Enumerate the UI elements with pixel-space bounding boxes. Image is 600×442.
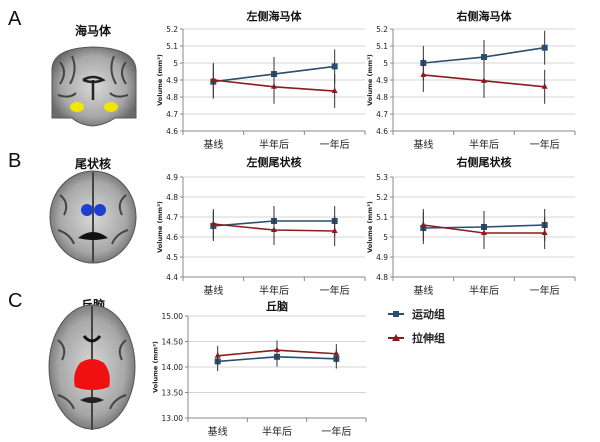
data-point-triangle <box>210 76 217 82</box>
region-label-hippocampus: 海马体 <box>74 24 111 38</box>
x-tick-label: 一年后 <box>320 284 350 297</box>
chart-title: 丘脑 <box>266 299 288 313</box>
chart-2: 右侧海马体 4.6 4.7 4.8 4.9 5 5.1 5.2 基线 半年后 一年后 Volume (… <box>366 9 576 151</box>
panel-letter-a: A <box>8 8 22 30</box>
y-tick-label: 4.8 <box>166 93 178 102</box>
panel-letter-c: C <box>8 290 23 312</box>
y-tick-label: 4.7 <box>166 213 178 222</box>
data-point-triangle <box>481 77 487 83</box>
data-point-triangle <box>271 226 277 232</box>
x-tick-label: 半年后 <box>262 425 292 438</box>
y-tick-label: 5 <box>173 59 178 68</box>
y-tick-label: 4.7 <box>166 110 178 119</box>
legend-label: 拉伸组 <box>412 332 445 345</box>
y-tick-label: 4.8 <box>166 193 178 202</box>
data-point-triangle <box>331 87 338 94</box>
legend-triangle-marker-icon <box>388 334 404 341</box>
chart-title: 右侧尾状核 <box>456 155 512 169</box>
y-axis-label: Volume (mm³) <box>366 54 374 106</box>
y-axis-label: Volume (mm³) <box>152 341 160 393</box>
data-point-triangle <box>541 229 548 235</box>
y-tick-label: 4.8 <box>376 273 388 282</box>
data-point-triangle <box>274 346 280 353</box>
y-tick-label: 4.7 <box>376 110 388 119</box>
legend-square-marker-icon <box>388 311 404 317</box>
y-tick-label: 5 <box>383 233 388 242</box>
y-tick-label: 14.00 <box>162 363 184 372</box>
y-tick-label: 4.9 <box>166 76 178 85</box>
chart-title: 左侧海马体 <box>246 9 303 23</box>
y-tick-label: 4.9 <box>166 173 178 182</box>
y-tick-label: 4.8 <box>376 93 388 102</box>
data-point-triangle <box>541 83 548 89</box>
y-tick-label: 4.6 <box>166 233 178 242</box>
data-point-triangle <box>271 83 277 89</box>
chart-4: 右侧尾状核 4.8 4.9 5 5.1 5.2 5.3 基线 半年后 一年后 Volume (mm³… <box>366 155 576 297</box>
y-tick-label: 4.9 <box>376 76 388 85</box>
y-tick-label: 5.1 <box>166 42 178 51</box>
y-tick-label: 5.3 <box>376 173 388 182</box>
data-point-square <box>331 63 338 70</box>
data-point-triangle <box>214 352 221 358</box>
y-tick-label: 4.9 <box>376 253 388 262</box>
x-tick-label: 一年后 <box>530 284 560 297</box>
x-tick-label: 基线 <box>413 138 433 151</box>
data-point-square <box>541 44 548 51</box>
y-axis-label: Volume (mm³) <box>366 201 374 253</box>
x-tick-label: 一年后 <box>530 138 560 151</box>
y-tick-label: 5.2 <box>376 25 388 34</box>
chart-title: 左侧尾状核 <box>246 155 302 169</box>
y-tick-label: 13.50 <box>162 389 184 398</box>
chart-3: 左侧尾状核 4.4 4.5 4.6 4.7 4.8 4.9 基线 半年后 一年后 Volume (m… <box>156 155 366 297</box>
data-point-triangle <box>210 220 217 226</box>
brain-axial-caudate-image <box>49 170 137 264</box>
y-tick-label: 5.1 <box>376 213 388 222</box>
brain-axial-thalamus-image <box>48 304 136 430</box>
y-tick-label: 5.1 <box>376 42 388 51</box>
x-tick-label: 半年后 <box>259 284 289 297</box>
data-point-triangle <box>333 350 340 356</box>
x-tick-label: 基线 <box>203 284 223 297</box>
panel-letter-b: B <box>8 150 22 172</box>
x-tick-label: 基线 <box>203 138 223 151</box>
legend-item-stretching: 拉伸组 <box>388 330 445 346</box>
x-tick-label: 一年后 <box>321 425 351 438</box>
region-label-caudate: 尾状核 <box>74 157 111 171</box>
x-tick-label: 基线 <box>413 284 433 297</box>
brain-coronal-image <box>51 46 137 127</box>
data-point-triangle <box>481 229 487 235</box>
x-tick-label: 基线 <box>208 425 228 438</box>
data-point-triangle <box>420 221 427 227</box>
y-tick-label: 4.4 <box>166 273 178 282</box>
x-tick-label: 半年后 <box>469 138 499 151</box>
chart-1: 左侧海马体 4.6 4.7 4.8 4.9 5 5.1 5.2 基线 半年后 一年后 Volume (… <box>156 9 366 151</box>
y-tick-label: 15.00 <box>162 312 184 321</box>
y-tick-label: 4.5 <box>166 253 178 262</box>
y-tick-label: 4.6 <box>166 127 178 136</box>
data-point-triangle <box>331 227 338 233</box>
legend-label: 运动组 <box>412 308 445 321</box>
y-axis-label: Volume (mm³) <box>156 201 164 253</box>
legend-item-exercise: 运动组 <box>388 306 445 322</box>
x-tick-label: 一年后 <box>320 138 350 151</box>
y-tick-label: 5 <box>383 59 388 68</box>
chart-5: 丘脑 13.00 13.50 14.00 14.50 15.00 基线 半年后 一年后 Volum… <box>152 299 367 438</box>
y-tick-label: 4.6 <box>376 127 388 136</box>
y-axis-label: Volume (mm³) <box>156 54 164 106</box>
y-tick-label: 13.00 <box>162 414 184 423</box>
y-tick-label: 14.50 <box>162 338 184 347</box>
y-tick-label: 5.2 <box>376 193 388 202</box>
x-tick-label: 半年后 <box>469 284 499 297</box>
chart-title: 右侧海马体 <box>456 9 513 23</box>
data-point-square <box>481 54 487 61</box>
y-tick-label: 5.2 <box>166 25 178 34</box>
x-tick-label: 半年后 <box>259 138 289 151</box>
data-point-triangle <box>420 71 427 77</box>
